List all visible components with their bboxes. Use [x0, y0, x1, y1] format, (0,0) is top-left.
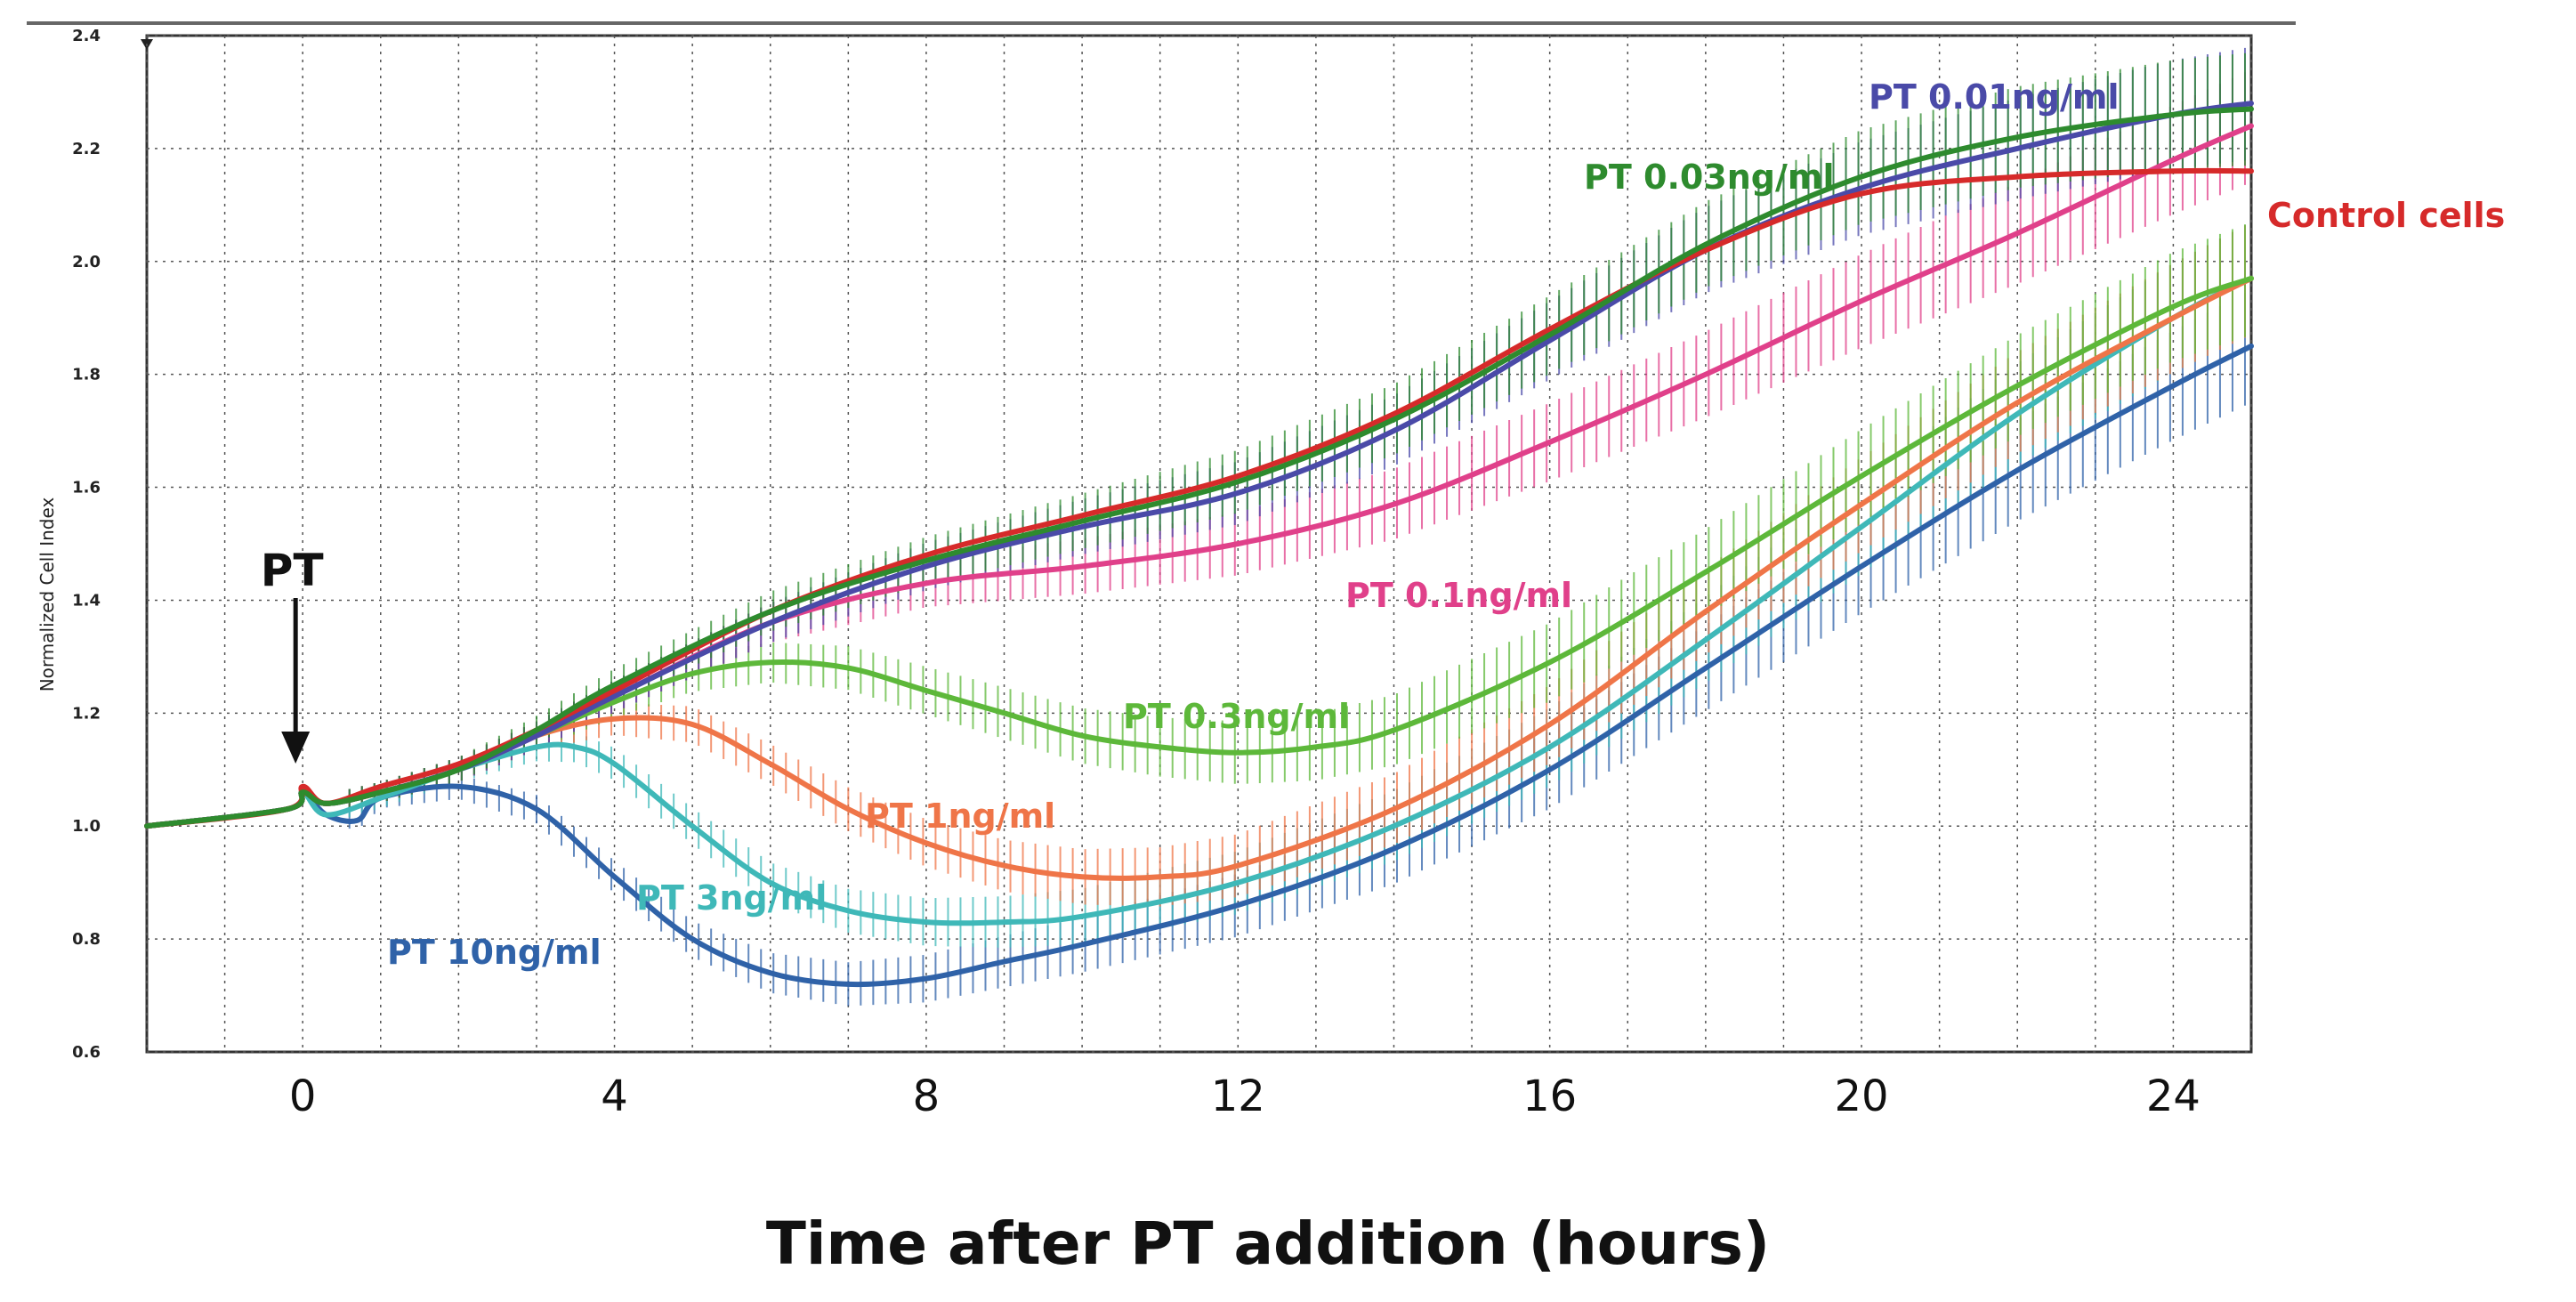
series-label: PT 3ng/ml: [636, 878, 827, 918]
y-tick-label: 1.6: [72, 479, 101, 497]
x-tick-label: 24: [2146, 1072, 2201, 1121]
x-tick-label: 0: [289, 1072, 317, 1121]
y-tick-label: 1.8: [72, 366, 101, 384]
x-tick-label: 20: [1834, 1072, 1888, 1121]
series-line: [144, 275, 2254, 926]
grid: [146, 35, 2252, 1053]
y-tick-label: 1.2: [72, 704, 101, 723]
series-line: [144, 106, 2254, 829]
series-label: PT 0.1ng/ml: [1345, 576, 1572, 615]
y-tick-label: 2.2: [72, 140, 101, 158]
x-axis-label: Time after PT addition (hours): [766, 1209, 1770, 1278]
series-lines: [144, 101, 2254, 988]
y-tick-label: 2.0: [72, 253, 101, 271]
y-tick-label: 1.0: [72, 817, 101, 836]
pt-annotation-label: PT: [261, 545, 324, 596]
x-tick-labels: 0 4 8 12 16 20 24: [289, 1072, 2201, 1121]
x-tick-label: 16: [1522, 1072, 1577, 1121]
y-tick-labels: 0.6 0.8 1.0 1.2 1.4 1.6 1.8 2.0 2.2 2.4: [72, 27, 101, 1062]
y-axis-label: Normalized Cell Index: [36, 497, 58, 692]
series-label: Control cells: [2267, 196, 2505, 235]
y-tick-label: 0.6: [72, 1043, 101, 1062]
x-tick-label: 8: [913, 1072, 941, 1121]
series-label: PT 0.3ng/ml: [1123, 697, 1350, 736]
y-tick-label: 2.4: [72, 27, 101, 45]
plot-frame: [145, 34, 2253, 1054]
x-tick-label: 12: [1211, 1072, 1265, 1121]
y-tick-label: 0.8: [72, 930, 101, 949]
pt-arrow-head: [281, 732, 311, 764]
series-label: PT 0.03ng/ml: [1584, 158, 1835, 197]
series-label: PT 1ng/ml: [865, 797, 1055, 836]
series-line: [144, 343, 2254, 988]
y-tick-label: 1.4: [72, 591, 101, 610]
series-label: PT 0.01ng/ml: [1869, 77, 2120, 117]
series-label: PT 10ng/ml: [387, 933, 602, 972]
x-tick-label: 4: [601, 1072, 628, 1121]
series-labels: Control cells PT 0.01ng/ml PT 0.03ng/ml PT …: [387, 77, 2505, 972]
series-line: [144, 167, 2254, 829]
